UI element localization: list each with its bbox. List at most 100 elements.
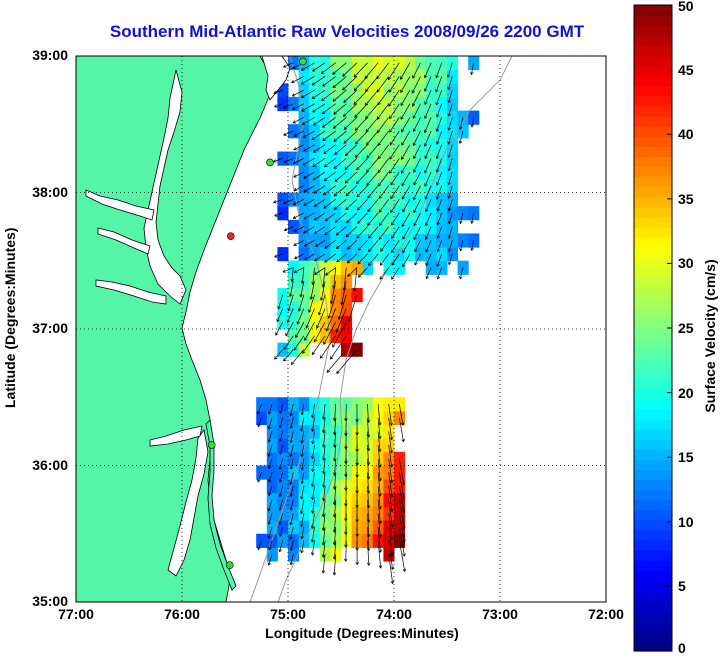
velocity-cell xyxy=(298,151,310,166)
velocity-arrowhead xyxy=(332,501,335,505)
velocity-arrow xyxy=(353,89,368,105)
velocity-arrowhead xyxy=(403,509,406,513)
velocity-arrow xyxy=(376,76,389,93)
velocity-arrowhead xyxy=(401,496,405,500)
velocity-arrowhead xyxy=(334,501,337,505)
velocity-arrowhead xyxy=(328,315,331,319)
velocity-arrow xyxy=(401,130,411,146)
velocity-arrowhead xyxy=(292,215,296,219)
velocity-arrow xyxy=(425,253,432,266)
velocity-arrowhead xyxy=(366,184,370,186)
velocity-arrow xyxy=(345,499,347,521)
velocity-arrowhead xyxy=(289,294,293,297)
velocity-arrowhead xyxy=(297,321,300,325)
velocity-arrowhead xyxy=(357,262,361,265)
velocity-arrowhead xyxy=(368,419,371,423)
velocity-arrow xyxy=(301,103,315,112)
velocity-cell xyxy=(298,96,310,112)
velocity-arrowhead xyxy=(380,534,382,538)
velocity-arrowhead xyxy=(344,518,347,522)
velocity-arrowhead xyxy=(292,106,295,110)
velocity-arrow xyxy=(293,144,305,151)
velocity-cell xyxy=(362,233,374,248)
velocity-arrow xyxy=(334,212,347,223)
velocity-arrow xyxy=(387,62,400,80)
colorbar-cell xyxy=(634,519,672,531)
velocity-arrowhead xyxy=(283,160,286,163)
velocity-cell xyxy=(351,56,363,71)
station-marker xyxy=(226,232,235,240)
velocity-arrowhead xyxy=(365,104,369,106)
velocity-arrowhead xyxy=(289,561,292,566)
velocity-arrow xyxy=(376,117,389,134)
velocity-arrowhead xyxy=(436,169,440,173)
map-title: Southern Mid-Atlantic Raw Velocities 200… xyxy=(109,22,585,41)
velocity-arrowhead xyxy=(379,277,383,280)
velocity-cell xyxy=(309,83,321,98)
velocity-arrowhead xyxy=(345,182,349,184)
velocity-arrowhead xyxy=(355,448,358,452)
velocity-arrowhead xyxy=(332,125,335,129)
velocity-arrow xyxy=(347,240,358,250)
velocity-arrowhead xyxy=(322,514,326,517)
velocity-arrow xyxy=(323,417,326,433)
velocity-cell xyxy=(330,233,342,248)
velocity-arrowhead xyxy=(366,155,368,159)
velocity-arrow xyxy=(366,144,379,159)
velocity-arrowhead xyxy=(448,182,451,186)
velocity-arrowhead xyxy=(403,496,406,500)
velocity-arrowhead xyxy=(424,144,428,147)
velocity-arrow xyxy=(390,185,400,200)
velocity-arrowhead xyxy=(436,183,440,186)
velocity-arrowhead xyxy=(368,235,370,239)
y-tick-label: 36:00 xyxy=(32,456,68,473)
velocity-arrow xyxy=(293,335,305,351)
velocity-cell xyxy=(341,69,353,84)
velocity-arrow xyxy=(367,185,379,199)
velocity-arrow xyxy=(334,171,347,182)
velocity-arrow xyxy=(322,117,336,128)
velocity-arrowhead xyxy=(436,114,440,118)
velocity-arrow xyxy=(311,540,315,556)
velocity-arrowhead xyxy=(336,372,340,374)
velocity-arrow xyxy=(424,130,432,147)
velocity-arrowhead xyxy=(323,484,326,488)
velocity-arrowhead xyxy=(342,88,346,91)
velocity-arrowhead xyxy=(389,130,393,133)
velocity-arrow xyxy=(292,89,305,97)
velocity-arrowhead xyxy=(378,238,382,240)
colorbar-cell xyxy=(634,307,672,319)
velocity-arrowhead xyxy=(279,494,283,497)
velocity-arrow xyxy=(402,253,411,267)
velocity-arrowhead xyxy=(321,457,324,461)
velocity-arrowhead xyxy=(345,487,348,491)
velocity-cell xyxy=(330,124,342,139)
velocity-arrowhead xyxy=(380,520,382,524)
velocity-arrowhead xyxy=(268,426,271,430)
velocity-arrowhead xyxy=(334,153,338,155)
velocity-arrowhead xyxy=(334,542,337,546)
velocity-arrow xyxy=(283,349,294,362)
velocity-cell xyxy=(309,247,321,262)
velocity-arrowhead xyxy=(278,438,281,442)
velocity-cell xyxy=(288,219,300,234)
velocity-arrowhead xyxy=(321,97,324,101)
velocity-arrowhead xyxy=(290,466,294,470)
velocity-cell xyxy=(351,192,363,207)
velocity-arrow xyxy=(402,240,411,253)
velocity-arrow xyxy=(436,158,443,173)
velocity-arrow xyxy=(345,513,347,535)
velocity-arrowhead xyxy=(320,297,324,301)
velocity-cell xyxy=(309,137,321,153)
colorbar-cell xyxy=(634,469,672,481)
velocity-cell xyxy=(351,96,363,112)
velocity-arrowhead xyxy=(333,458,335,462)
velocity-arrowhead xyxy=(301,108,304,112)
velocity-arrowhead xyxy=(380,493,382,497)
velocity-arrowhead xyxy=(332,472,335,476)
velocity-arrow xyxy=(424,117,432,133)
velocity-arrowhead xyxy=(322,570,326,574)
velocity-arrow xyxy=(367,431,369,452)
velocity-arrow xyxy=(314,267,326,275)
